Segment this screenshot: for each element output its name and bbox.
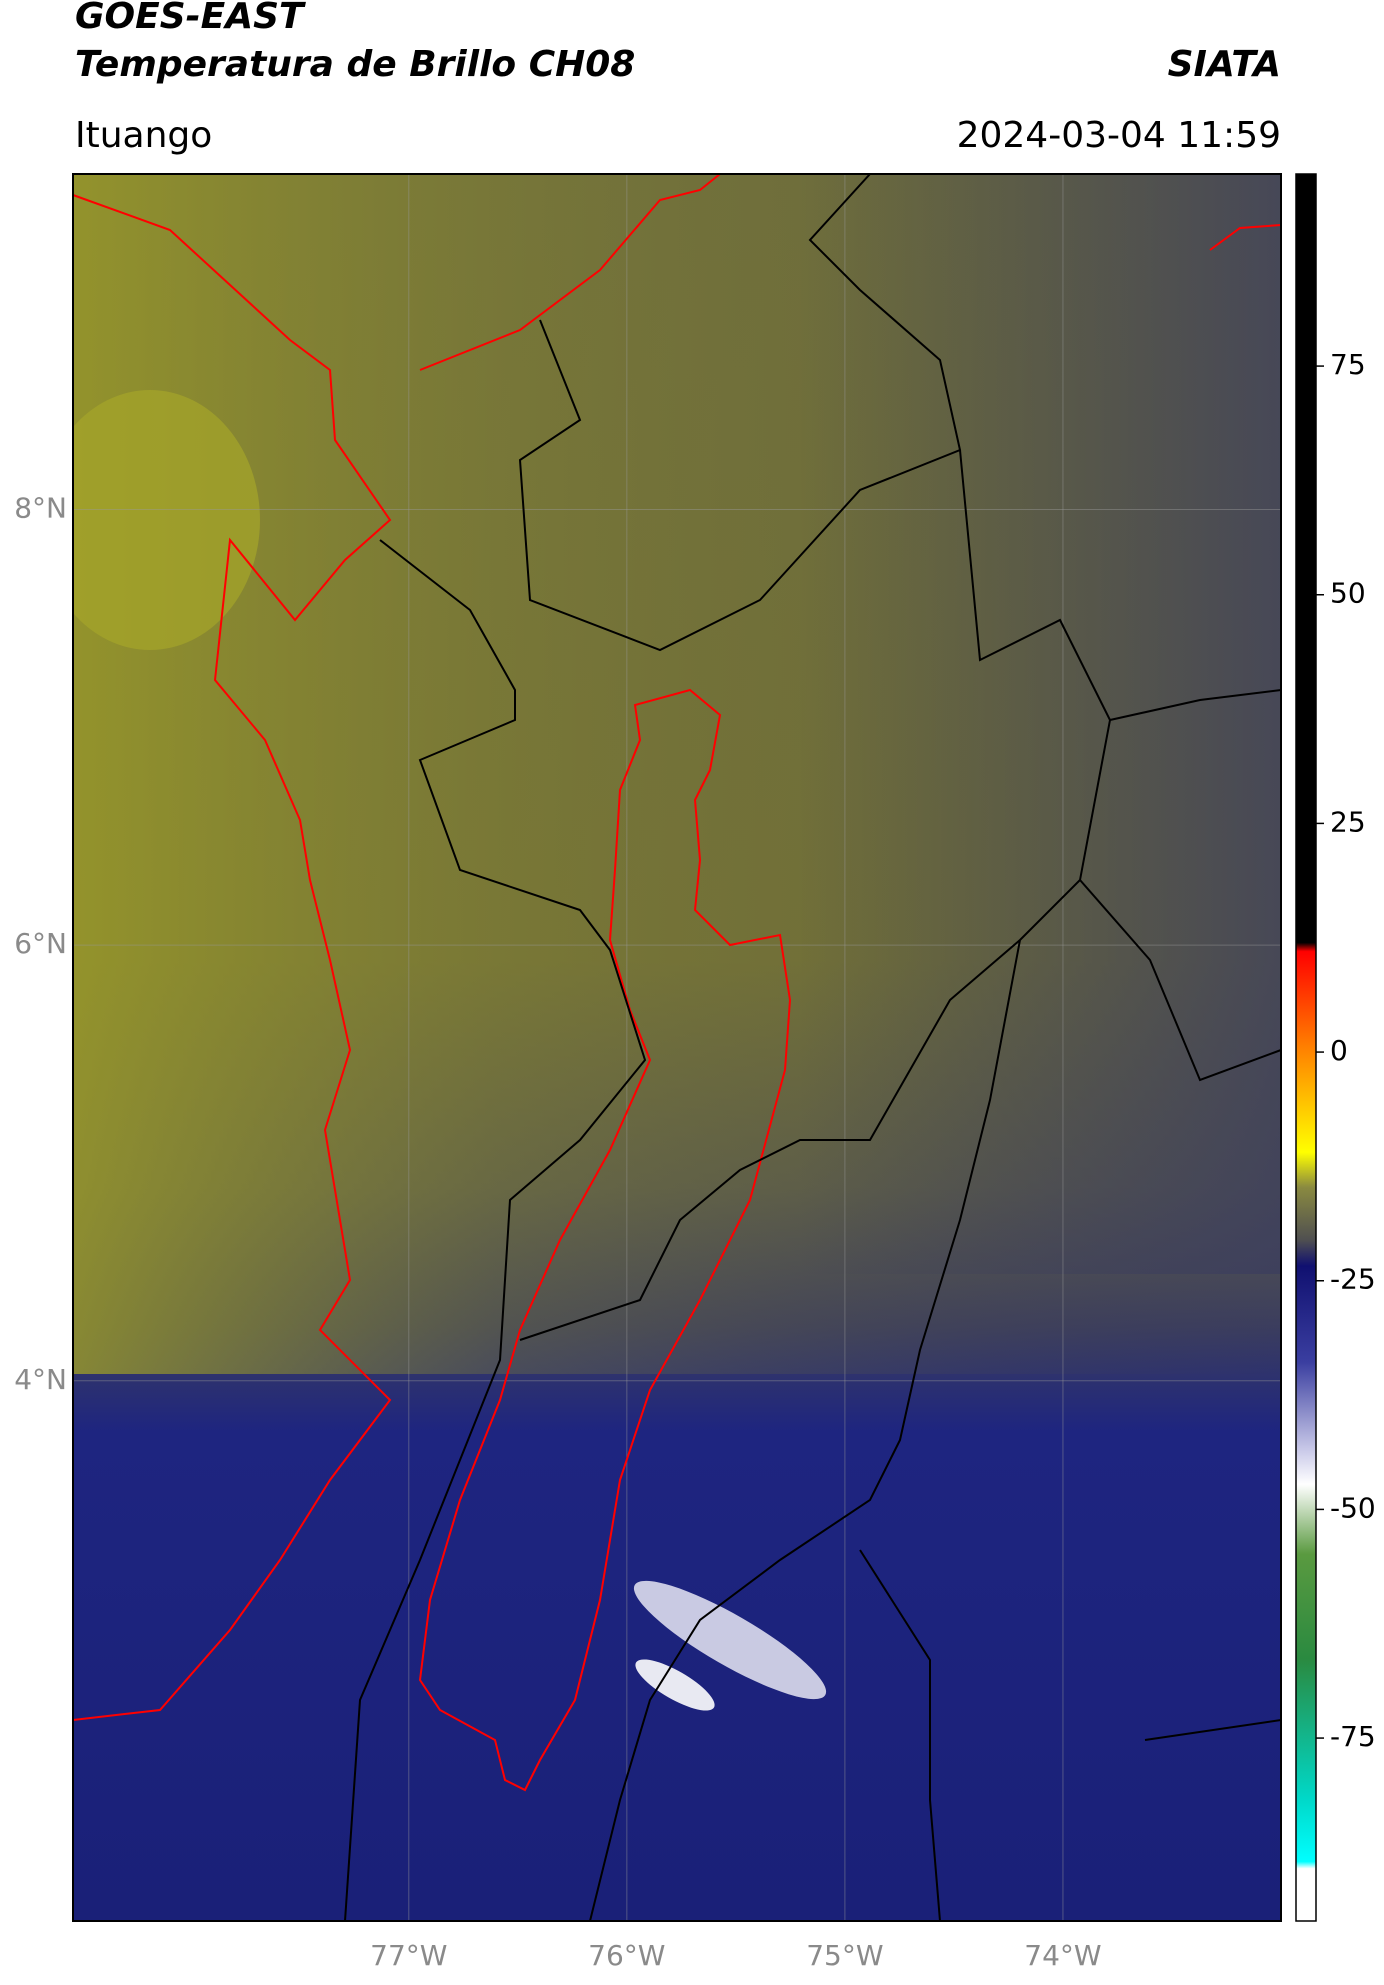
cloud (635, 1659, 715, 1711)
lon-tick-label: 74°W (1024, 1939, 1101, 1972)
lon-tick-label: 77°W (370, 1939, 447, 1972)
admin-borders (344, 174, 1281, 1921)
map (73, 174, 1281, 1921)
lat-tick-label: 4°N (14, 1363, 67, 1396)
colorbar-tick-label: 50 (1330, 577, 1366, 610)
title: GOES-EAST (75, 0, 306, 37)
region: Ituango (75, 115, 212, 156)
colorbar-tick-label: 0 (1330, 1034, 1348, 1067)
cool-region (73, 174, 1281, 1274)
lat-tick-label: 8°N (14, 491, 67, 524)
lon-tick-label: 75°W (806, 1939, 883, 1972)
coastline (419, 174, 721, 371)
colorbar-tick-label: -75 (1330, 1720, 1376, 1753)
colorbar (1295, 173, 1317, 1922)
timestamp: 2024-03-04 11:59 (957, 115, 1281, 156)
coastline (73, 194, 392, 1721)
colorbar-tick-label: 75 (1330, 348, 1366, 381)
ituango-basin (418, 688, 792, 1792)
lon-tick-label: 76°W (588, 1939, 665, 1972)
coastline (1209, 224, 1281, 251)
colorbar-tick-label: -50 (1330, 1491, 1376, 1524)
map-frame (72, 173, 1282, 1922)
lat-tick-label: 6°N (14, 927, 67, 960)
warm-patch (73, 390, 260, 650)
source: SIATA (1168, 44, 1281, 85)
cloud (633, 1580, 827, 1700)
colorbar-tick-label: -25 (1330, 1263, 1376, 1296)
colorbar-tick-label: 25 (1330, 805, 1366, 838)
subtitle: Temperatura de Brillo CH08 (75, 44, 635, 85)
